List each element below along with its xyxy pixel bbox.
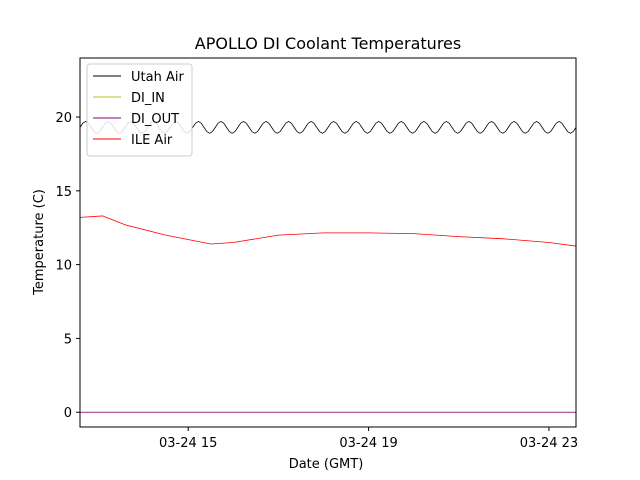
legend-label: DI_IN [131,91,165,106]
x-tick-label: 03-24 23 [520,436,578,451]
legend-box [86,63,193,157]
x-tick-label: 03-24 19 [339,436,397,451]
series-line-ile-air [80,215,576,247]
y-tick-label: 0 [64,406,72,421]
legend-label: Utah Air [131,70,184,85]
x-axis-label: Date (GMT) [289,457,364,472]
y-axis-ticks: 0 5 10 15 20 [55,111,80,421]
axes-frame [79,57,577,428]
y-tick-label: 10 [55,259,72,274]
chart-title: APOLLO DI Coolant Temperatures [195,34,461,53]
y-tick-label: 5 [64,332,72,347]
legend: Utah Air DI_IN DI_OUT ILE Air [86,63,193,157]
y-tick-label: 15 [55,185,72,200]
legend-label: DI_OUT [131,112,179,127]
legend-label: ILE Air [131,133,173,148]
series-line-utah-air [80,121,576,134]
y-tick-label: 20 [55,111,72,126]
x-tick-label: 03-24 15 [159,436,217,451]
y-axis-label: Temperature (C) [32,189,47,296]
plot-area [80,121,576,413]
